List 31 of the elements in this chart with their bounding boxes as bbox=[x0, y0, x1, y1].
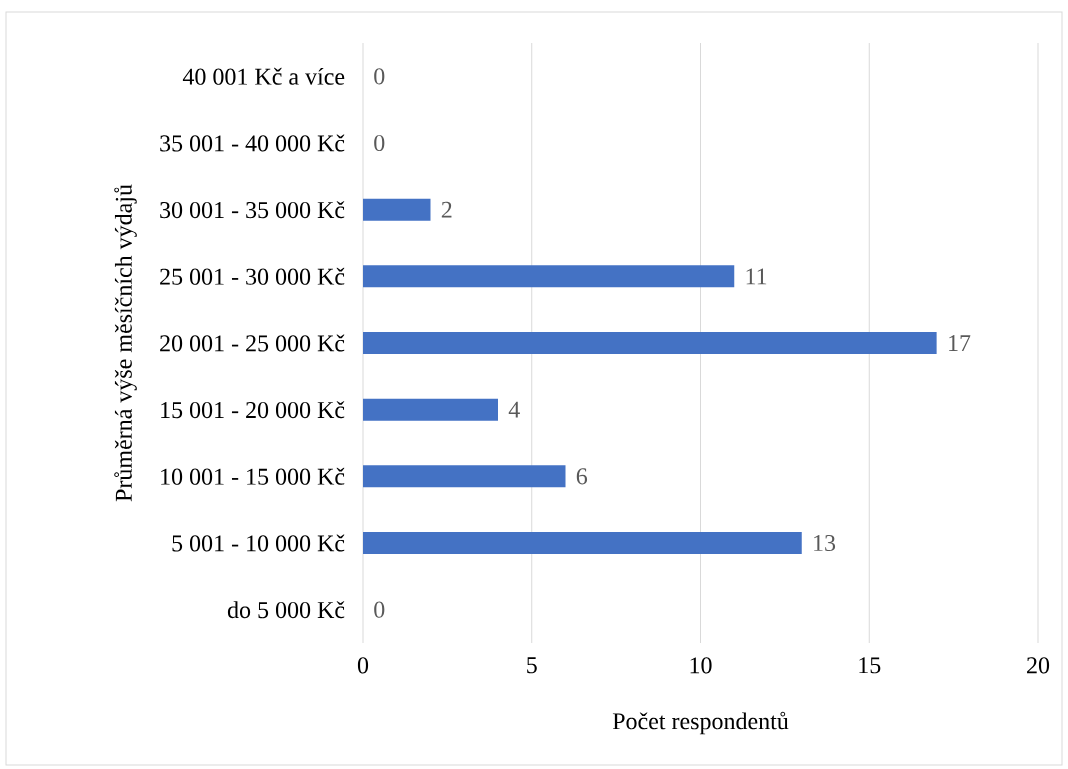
bar bbox=[363, 332, 937, 355]
y-tick-label: 30 001 - 35 000 Kč bbox=[160, 201, 345, 219]
x-tick-label: 5 bbox=[527, 657, 537, 674]
bar bbox=[363, 265, 735, 288]
y-tick-label: 10 001 - 15 000 Kč bbox=[161, 467, 345, 485]
data-label: 11 bbox=[746, 268, 767, 285]
bar bbox=[363, 532, 802, 555]
x-tick-label: 10 bbox=[690, 657, 712, 674]
y-tick-label: 5 001 - 10 000 Kč bbox=[172, 534, 345, 552]
y-tick-label: 25 001 - 30 000 Kč bbox=[160, 267, 345, 285]
data-label: 17 bbox=[949, 335, 971, 351]
x-tick-label: 15 bbox=[859, 657, 881, 674]
data-label: 6 bbox=[576, 468, 588, 485]
data-label: 0 bbox=[374, 601, 385, 618]
y-tick-label: 40 001 Kč a více bbox=[182, 67, 345, 85]
data-label: 2 bbox=[441, 201, 452, 218]
data-label: 13 bbox=[814, 534, 836, 552]
x-axis-title: Počet respondentů bbox=[612, 711, 789, 735]
data-label: 0 bbox=[374, 134, 385, 152]
bar bbox=[363, 465, 566, 488]
bar bbox=[363, 398, 498, 421]
bar bbox=[363, 198, 431, 221]
y-tick-label: 20 001 - 25 000 Kč bbox=[160, 334, 345, 352]
y-tick-label: 35 001 - 40 000 Kč bbox=[160, 134, 345, 152]
y-tick-label: 15 001 - 20 000 Kč bbox=[161, 401, 345, 419]
y-tick-label: do 5 000 Kč bbox=[227, 601, 345, 619]
x-tick-label: 20 bbox=[1027, 657, 1050, 674]
data-label: 0 bbox=[374, 68, 385, 85]
y-axis-title: Průměrná výše měsíčních výdajů bbox=[114, 184, 137, 502]
data-label: 4 bbox=[508, 401, 520, 418]
x-tick-label: 0 bbox=[357, 657, 369, 674]
